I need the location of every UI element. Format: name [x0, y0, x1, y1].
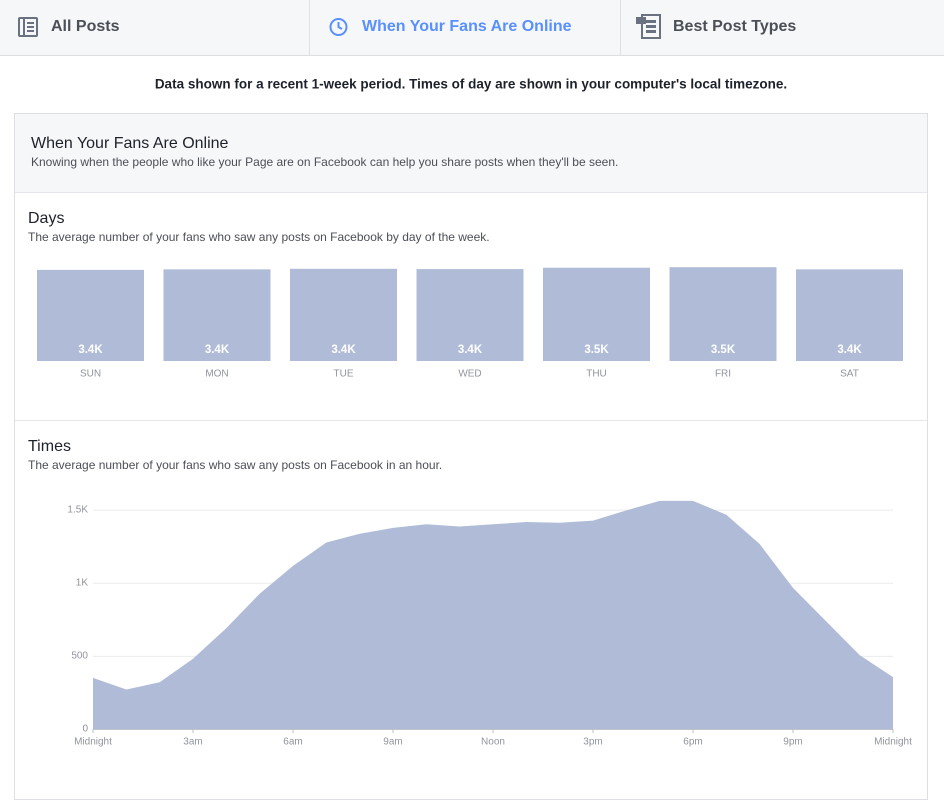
bar [37, 269, 144, 361]
notice: Data shown for a recent 1-week period. T… [155, 77, 787, 92]
bar-value-label: 3.5K [584, 344, 609, 356]
section-title: Times [28, 438, 71, 455]
bar [796, 269, 903, 361]
bar-category-label: THU [586, 369, 607, 380]
bar-category-label: WED [458, 369, 481, 380]
x-tick-label: 6am [283, 737, 302, 748]
tab-bar [0, 0, 944, 55]
bar-category-label: MON [205, 369, 228, 380]
bar [163, 269, 271, 361]
y-tick-label: 500 [71, 651, 88, 662]
clock-icon [329, 18, 348, 36]
bar-value-label: 3.4K [78, 344, 103, 356]
tab-label[interactable]: All Posts [51, 18, 120, 35]
tab-label[interactable]: Best Post Types [673, 18, 796, 35]
y-tick-label: 1.5K [67, 504, 88, 515]
panel-header [15, 114, 927, 192]
x-tick-label: 9am [383, 737, 402, 748]
bar-category-label: SUN [80, 369, 101, 380]
x-tick-label: 3am [183, 737, 202, 748]
bar-category-label: SAT [840, 369, 859, 380]
bar-category-label: TUE [334, 369, 354, 380]
bar [543, 267, 650, 361]
area [93, 500, 893, 729]
tab[interactable]: Best Post Types [673, 18, 796, 35]
tab[interactable]: When Your Fans Are Online [362, 18, 572, 35]
x-tick-label: 3pm [583, 737, 602, 748]
bar [290, 268, 397, 361]
bar-value-label: 3.4K [205, 344, 230, 356]
section-title: Days [28, 210, 64, 227]
bar-value-label: 3.4K [331, 344, 356, 356]
tab[interactable]: All Posts [51, 18, 120, 35]
y-tick-label: 1K [76, 577, 89, 588]
tab-label[interactable]: When Your Fans Are Online [362, 18, 572, 35]
section-subtitle: The average number of your fans who saw … [28, 458, 442, 472]
x-tick-label: Noon [481, 737, 505, 748]
panel-subtitle: Knowing when the people who like your Pa… [31, 155, 618, 169]
all-posts-icon [18, 17, 38, 37]
x-tick-label: Midnight [874, 737, 912, 748]
x-tick-label: 6pm [683, 737, 702, 748]
y-tick-label: 0 [82, 724, 88, 735]
bar [416, 269, 524, 361]
x-tick-label: Midnight [74, 737, 112, 748]
bar [669, 267, 777, 361]
bar-value-label: 3.4K [458, 344, 483, 356]
section-subtitle: The average number of your fans who saw … [28, 230, 490, 244]
bar-category-label: FRI [715, 369, 731, 380]
bar-value-label: 3.4K [837, 344, 862, 356]
x-tick-label: 9pm [783, 737, 802, 748]
panel-title: When Your Fans Are Online [31, 135, 229, 152]
post-types-icon [636, 14, 661, 39]
bar-value-label: 3.5K [711, 344, 736, 356]
